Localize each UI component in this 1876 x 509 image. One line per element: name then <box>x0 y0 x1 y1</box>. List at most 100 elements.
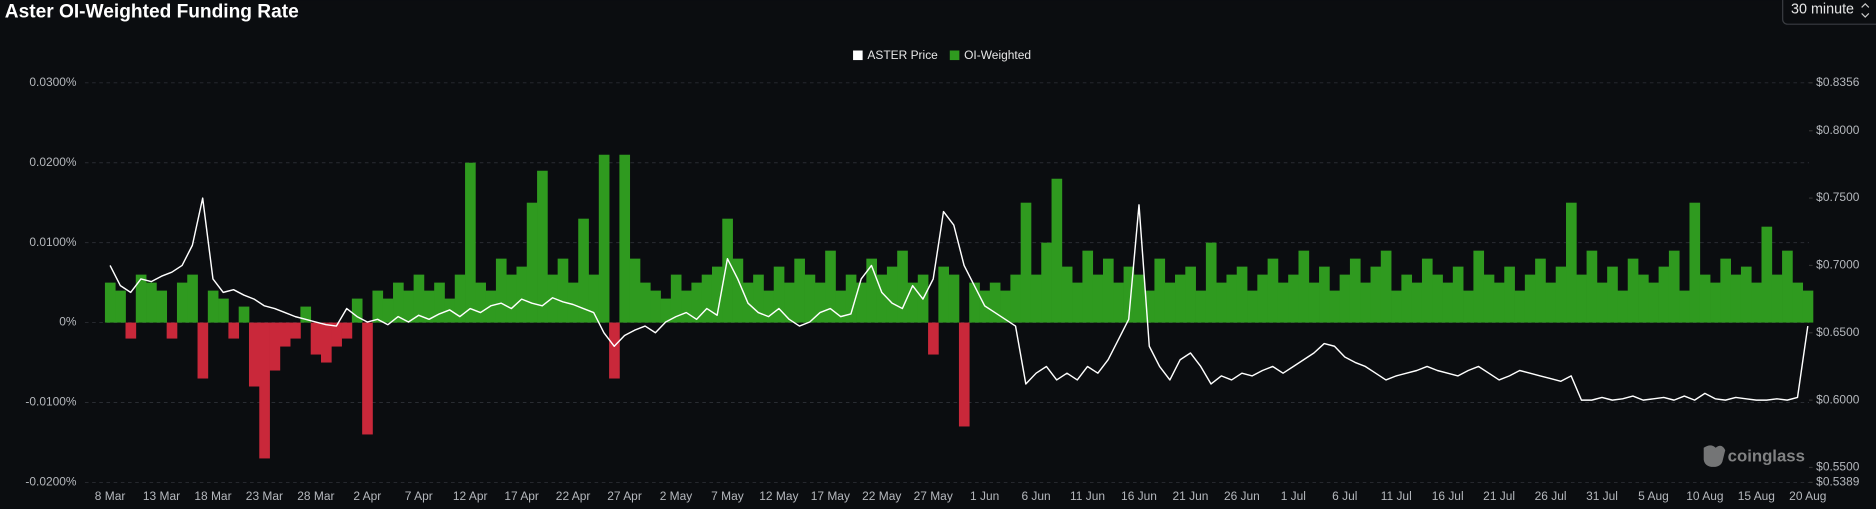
funding-bar <box>1504 266 1515 323</box>
x-tick-label: 1 Jul <box>1281 489 1306 503</box>
funding-bar <box>1092 274 1104 323</box>
funding-bar <box>1349 258 1361 323</box>
x-tick-label: 12 May <box>759 489 798 503</box>
funding-bar <box>1483 274 1495 323</box>
x-tick-label: 6 Jun <box>1021 489 1050 503</box>
funding-bar <box>423 290 435 323</box>
x-tick-label: 7 May <box>711 489 744 503</box>
y2-tick-label: $0.5500 <box>1816 460 1860 474</box>
funding-bar <box>1699 274 1711 323</box>
funding-bar <box>1751 282 1762 323</box>
x-tick-label: 27 Apr <box>607 489 642 503</box>
funding-bar <box>1030 274 1042 323</box>
funding-bar <box>465 162 476 323</box>
funding-bar <box>1267 258 1279 323</box>
funding-bar <box>1175 274 1186 323</box>
funding-bar <box>403 290 414 323</box>
watermark-icon <box>1703 445 1726 467</box>
funding-bar <box>176 282 188 323</box>
funding-bar <box>1493 282 1505 323</box>
funding-bar <box>1771 274 1783 323</box>
x-tick-label: 20 Aug <box>1789 489 1826 503</box>
funding-bar <box>1205 242 1217 323</box>
funding-bar <box>1710 282 1721 323</box>
funding-bar <box>1380 250 1392 323</box>
funding-bar <box>1339 274 1351 323</box>
x-tick-label: 13 Mar <box>143 489 180 503</box>
funding-bar <box>1545 282 1557 323</box>
funding-bar <box>1576 274 1587 323</box>
funding-bar <box>248 322 260 387</box>
funding-bar <box>1730 274 1742 323</box>
funding-bar <box>681 290 692 323</box>
funding-bar <box>341 322 353 339</box>
funding-bar <box>567 282 579 323</box>
funding-bar <box>886 266 898 323</box>
funding-bar <box>711 266 723 323</box>
funding-bar <box>475 282 486 323</box>
funding-bar <box>989 282 1001 323</box>
funding-bar <box>115 290 126 323</box>
funding-bar <box>362 322 373 435</box>
funding-bar <box>1010 274 1022 323</box>
funding-bar <box>495 258 507 323</box>
funding-bar <box>1195 290 1207 323</box>
interval-select[interactable]: 30 minute <box>1782 0 1876 25</box>
funding-bar <box>835 290 847 323</box>
funding-bar <box>1061 266 1073 323</box>
x-tick-label: 2 Apr <box>353 489 381 503</box>
funding-bar <box>238 306 250 323</box>
funding-bar <box>639 282 651 323</box>
funding-bar <box>619 154 631 323</box>
funding-bar <box>1442 282 1454 323</box>
funding-bar <box>1432 274 1443 323</box>
funding-bar <box>125 322 137 339</box>
funding-bar <box>1792 282 1804 323</box>
funding-bar <box>1133 274 1145 323</box>
funding-bar <box>135 274 147 323</box>
funding-bar <box>197 322 209 379</box>
funding-area <box>104 154 1814 459</box>
funding-bar <box>763 290 775 323</box>
x-tick-label: 27 May <box>914 489 953 503</box>
funding-bar <box>207 290 219 323</box>
select-box[interactable] <box>1782 0 1876 25</box>
funding-bar <box>1761 226 1773 323</box>
x-tick-label: 17 Apr <box>504 489 539 503</box>
funding-bar <box>1020 202 1032 323</box>
funding-bar <box>557 258 569 323</box>
funding-bar <box>969 282 980 323</box>
funding-bar <box>1216 282 1227 323</box>
y-tick-label: -0.0200% <box>25 475 77 489</box>
y-tick-label: 0.0300% <box>29 75 77 89</box>
funding-bar <box>691 282 703 323</box>
y2-tick-label: $0.8356 <box>1816 75 1860 89</box>
funding-bar <box>1514 290 1526 323</box>
funding-bar <box>454 274 466 323</box>
funding-bar <box>434 282 445 323</box>
funding-bar <box>1586 250 1598 323</box>
funding-bar <box>1740 266 1752 323</box>
funding-bar <box>1319 266 1330 323</box>
funding-bar <box>1421 258 1433 323</box>
funding-bar <box>866 258 877 323</box>
funding-bar <box>1102 258 1114 323</box>
x-tick-label: 26 Jul <box>1535 489 1567 503</box>
funding-bar <box>104 282 116 323</box>
funding-bar <box>351 298 363 323</box>
watermark: coinglass <box>1703 445 1805 467</box>
funding-bar <box>1596 282 1608 323</box>
funding-bar <box>310 322 322 355</box>
funding-bar <box>1360 282 1371 323</box>
funding-bar <box>1679 290 1690 323</box>
funding-bar <box>938 266 950 323</box>
y2-tick-label: $0.5389 <box>1816 475 1860 489</box>
legend-swatch <box>949 50 960 61</box>
x-tick-label: 11 Jul <box>1381 489 1412 503</box>
funding-bar <box>1247 290 1258 323</box>
x-tick-label: 6 Jul <box>1332 489 1357 503</box>
select-text[interactable]: 30 minute <box>1791 2 1854 18</box>
x-tick-label: 5 Aug <box>1638 489 1669 503</box>
